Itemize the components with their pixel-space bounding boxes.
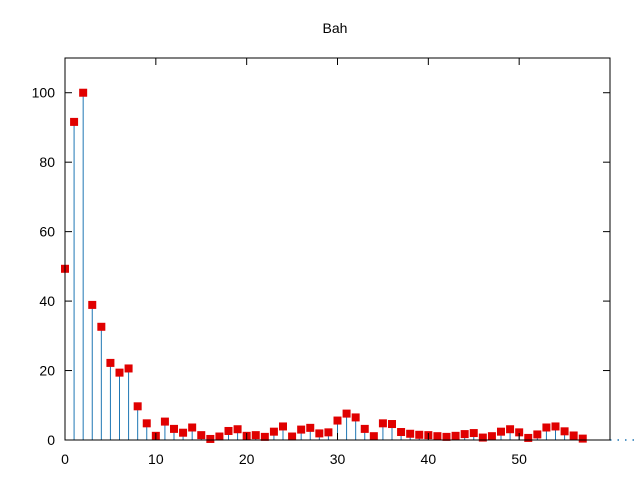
y-tick-label: 0 [47,432,55,448]
y-tick-label: 100 [32,85,56,101]
data-point [124,364,133,373]
data-point [315,429,324,438]
data-point [251,431,260,440]
y-tick-label: 80 [39,154,55,170]
x-tick-label: 30 [330,451,346,467]
data-point [269,427,278,436]
data-point [142,419,151,428]
data-point [451,431,460,440]
data-point [378,419,387,428]
data-point [460,430,469,439]
data-point [469,429,478,438]
stems-layer [64,92,584,440]
data-point [351,413,360,422]
data-point [306,423,315,432]
data-point [333,416,342,425]
data-point [515,428,524,437]
data-point [288,432,297,441]
data-point [497,427,505,436]
markers-layer [61,88,587,443]
data-point [297,425,306,434]
data-point [524,433,533,442]
data-point [542,423,551,432]
data-point [206,434,215,443]
x-tick-label: 0 [61,451,69,467]
plot-frame [64,57,611,441]
data-point [487,432,496,441]
data-point [578,434,587,443]
data-point [560,427,569,436]
data-point [406,429,415,438]
data-point [179,428,188,437]
data-point [260,432,269,441]
axes-layer [64,57,640,441]
x-tick-label: 20 [239,451,255,467]
y-tick-label: 40 [39,293,55,309]
data-point [233,425,242,434]
data-point [506,425,515,434]
data-point [415,430,424,439]
data-point [569,431,578,440]
y-tick-label: 60 [39,224,55,240]
data-point [133,402,142,411]
data-point [397,428,406,437]
data-point [188,423,197,432]
data-point [442,432,451,441]
data-point [88,300,97,309]
y-tick-label: 20 [39,363,55,379]
data-point [369,432,378,441]
data-point [160,417,169,426]
data-point [360,424,369,433]
data-point [433,432,442,441]
chart-title: Bah [323,20,348,36]
data-point [79,88,88,97]
data-point [279,422,287,431]
data-point [388,420,396,429]
data-point [106,358,115,367]
data-point [70,117,79,126]
data-point [324,428,333,437]
data-point [551,422,560,431]
data-point [170,424,178,433]
data-point [97,322,106,331]
ticks-layer: 0 20 40 60 80 100 0 10 20 30 40 50 [32,58,610,467]
data-point [115,368,124,377]
data-point [533,430,542,439]
data-point [342,409,351,418]
data-point [224,426,233,435]
x-tick-label: 40 [421,451,437,467]
x-tick-label: 10 [148,451,164,467]
x-tick-label: 50 [511,451,527,467]
data-point [215,432,224,441]
data-point [478,433,487,442]
data-point [197,431,206,440]
